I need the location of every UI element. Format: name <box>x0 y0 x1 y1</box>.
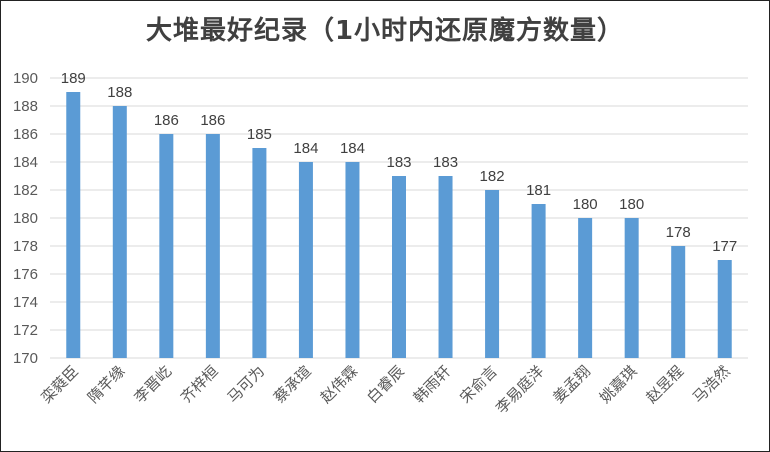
category-label: 赵昱程 <box>642 362 687 407</box>
y-tick-label: 190 <box>13 70 38 87</box>
y-axis-ticks: 170 172 174 176 178 180 182 184 186 188 190 <box>13 70 38 367</box>
category-label: 韩雨轩 <box>410 362 455 407</box>
data-label: 184 <box>340 140 365 157</box>
data-label: 183 <box>386 154 411 171</box>
bar <box>485 190 500 358</box>
bar <box>252 148 267 358</box>
category-label: 马浩然 <box>689 362 734 407</box>
y-tick-label: 176 <box>13 266 38 283</box>
data-labels: 189 188 186 186 185 184 184 183 183 182 181 180 180 1… <box>61 70 737 255</box>
category-label: 李晋屹 <box>131 362 176 407</box>
bar <box>205 134 220 358</box>
category-label: 赵伟霖 <box>317 362 362 407</box>
data-label: 180 <box>619 196 644 213</box>
bar <box>159 134 174 358</box>
category-label: 姜孟翔 <box>549 362 594 407</box>
y-tick-label: 172 <box>13 322 38 339</box>
bar <box>112 106 127 358</box>
data-label: 180 <box>573 196 598 213</box>
data-label: 181 <box>526 182 551 199</box>
bar <box>298 162 313 358</box>
data-label: 186 <box>154 112 179 129</box>
bar <box>717 260 732 358</box>
data-label: 182 <box>480 168 505 185</box>
bar <box>578 218 593 358</box>
data-label: 188 <box>107 84 132 101</box>
bar <box>624 218 639 358</box>
category-label: 姚嘉琪 <box>596 362 641 407</box>
data-label: 186 <box>200 112 225 129</box>
y-tick-label: 184 <box>13 154 38 171</box>
category-label: 宋俞言 <box>456 362 501 407</box>
category-label: 蔡承瑄 <box>270 362 315 407</box>
category-label: 齐梓桓 <box>177 362 222 407</box>
bar <box>438 176 453 358</box>
data-label: 185 <box>247 126 272 143</box>
category-label: 李易庭洋 <box>492 362 547 417</box>
category-label: 栾蕤臣 <box>38 362 83 407</box>
bars <box>66 92 732 358</box>
category-label: 隋芊缘 <box>84 362 129 407</box>
bar <box>66 92 81 358</box>
data-label: 177 <box>712 238 737 255</box>
data-label: 178 <box>666 224 691 241</box>
y-tick-label: 178 <box>13 238 38 255</box>
y-tick-label: 186 <box>13 126 38 143</box>
chart-title: 大堆最好纪录（1小时内还原魔方数量） <box>145 16 625 46</box>
bar <box>531 204 546 358</box>
y-tick-label: 188 <box>13 98 38 115</box>
category-label: 白睿辰 <box>363 362 408 407</box>
y-tick-label: 182 <box>13 182 38 199</box>
y-tick-label: 170 <box>13 350 38 367</box>
data-label: 184 <box>293 140 318 157</box>
bar <box>392 176 406 358</box>
bar <box>671 246 686 358</box>
bar <box>345 162 360 358</box>
data-label: 183 <box>433 154 458 171</box>
y-tick-label: 180 <box>13 210 38 227</box>
data-label: 189 <box>61 70 86 87</box>
y-tick-label: 174 <box>13 294 38 311</box>
category-label: 马可为 <box>224 362 269 407</box>
